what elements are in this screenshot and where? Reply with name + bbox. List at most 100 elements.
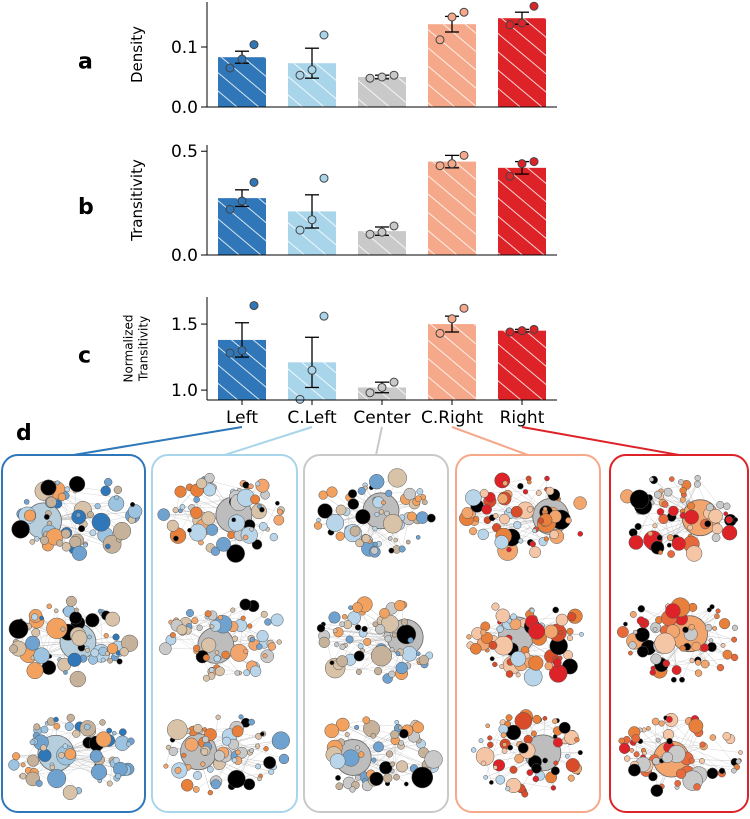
network-node xyxy=(628,651,632,655)
network-node xyxy=(493,513,498,518)
network-node xyxy=(694,783,701,790)
network-node xyxy=(386,751,393,758)
network-node xyxy=(54,723,60,729)
network-node xyxy=(181,779,193,791)
y-axis-label-line: Density xyxy=(128,26,146,83)
network-node xyxy=(256,764,261,769)
x-tick-label: Right xyxy=(500,408,545,428)
network-node xyxy=(214,655,221,662)
y-tick-label: 0.1 xyxy=(171,38,198,58)
connector xyxy=(522,427,679,455)
network-node xyxy=(337,656,348,667)
network-node xyxy=(214,751,225,762)
network-node xyxy=(399,740,404,745)
network-node xyxy=(119,729,126,736)
data-point xyxy=(506,328,514,336)
network-node xyxy=(342,614,347,619)
network-node xyxy=(474,516,479,521)
network-node xyxy=(568,775,575,782)
network-node xyxy=(211,780,221,790)
network-node xyxy=(20,773,26,779)
network-node xyxy=(72,546,87,561)
network-node xyxy=(553,738,562,747)
network-node xyxy=(667,534,673,540)
network-node xyxy=(348,489,357,498)
network-node xyxy=(559,722,570,733)
network-node xyxy=(76,513,81,518)
network-node xyxy=(46,497,57,508)
network-node xyxy=(390,762,395,767)
network-node xyxy=(471,748,476,753)
x-tick-label: Left xyxy=(226,408,258,428)
network-node xyxy=(101,658,105,662)
network-node xyxy=(619,743,630,754)
network-node xyxy=(738,751,742,755)
y-tick-label: 1.5 xyxy=(171,315,198,335)
network-node xyxy=(268,769,273,774)
network-node xyxy=(401,619,408,626)
network-node xyxy=(671,677,676,682)
network-node xyxy=(30,740,35,745)
network-node xyxy=(358,752,364,758)
network-node xyxy=(419,655,429,665)
network-node xyxy=(505,786,510,791)
network-node xyxy=(719,618,730,629)
network-node xyxy=(325,724,339,738)
data-point xyxy=(366,74,374,82)
network-node xyxy=(239,715,244,720)
network-node xyxy=(689,758,695,764)
network-node xyxy=(91,764,107,780)
data-point xyxy=(238,346,246,354)
network-node xyxy=(61,529,70,538)
network-edge xyxy=(395,740,396,777)
network-node xyxy=(68,653,82,667)
network-node xyxy=(112,731,116,735)
network-node xyxy=(114,486,122,494)
data-point xyxy=(378,383,386,391)
network-node xyxy=(395,720,399,724)
network-node xyxy=(385,635,392,642)
network-node xyxy=(425,751,443,769)
network-node xyxy=(66,596,76,606)
network-node xyxy=(398,725,402,729)
network-node xyxy=(527,769,533,775)
network-node xyxy=(61,627,66,632)
network-node xyxy=(47,604,52,609)
network-node xyxy=(41,480,57,496)
network-node xyxy=(542,758,547,763)
network-node xyxy=(100,719,106,725)
network-node xyxy=(107,643,118,654)
network-node xyxy=(40,745,46,751)
network-node xyxy=(31,614,38,621)
network-node xyxy=(552,719,557,724)
network-node xyxy=(373,622,378,627)
network-panel xyxy=(452,427,600,812)
network-node xyxy=(478,529,489,540)
network-node xyxy=(180,504,185,509)
network-node xyxy=(669,477,674,482)
network-node xyxy=(710,734,716,740)
network-node xyxy=(243,535,248,540)
network-node xyxy=(329,612,341,624)
network-node xyxy=(194,724,203,733)
network-node xyxy=(556,614,568,626)
network-node xyxy=(24,499,29,504)
network-node xyxy=(314,522,322,530)
network-node xyxy=(649,772,658,781)
network-node xyxy=(689,719,703,733)
network-node xyxy=(363,638,370,645)
network-node xyxy=(723,503,730,510)
network-node xyxy=(348,606,352,610)
network-node xyxy=(506,714,512,720)
network-node xyxy=(107,781,112,786)
network-node xyxy=(651,654,662,665)
network-node xyxy=(666,716,672,722)
network-node xyxy=(84,724,90,730)
network-node xyxy=(565,517,571,523)
network-node xyxy=(248,484,253,489)
network-node xyxy=(467,634,472,639)
network-node xyxy=(551,785,556,790)
data-point xyxy=(378,228,386,236)
network-node xyxy=(196,478,206,488)
